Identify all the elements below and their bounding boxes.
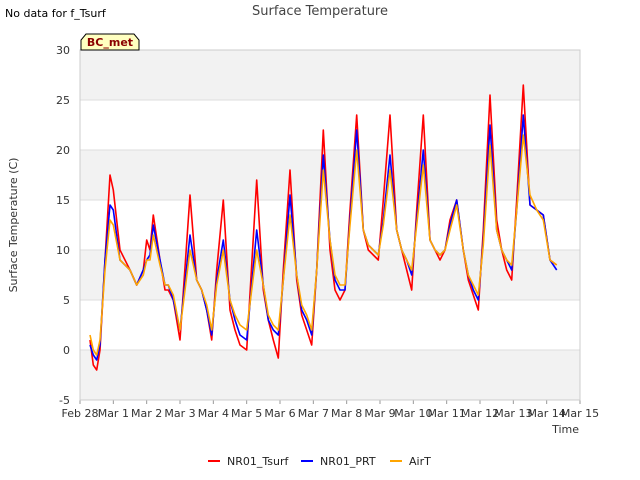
x-tick-label: Mar 12 xyxy=(461,407,499,420)
x-tick-label: Mar 3 xyxy=(164,407,195,420)
x-tick-label: Mar 2 xyxy=(131,407,162,420)
y-tick-label: 20 xyxy=(56,144,70,157)
x-tick-label: Mar 4 xyxy=(198,407,229,420)
x-tick-label: Mar 5 xyxy=(231,407,262,420)
x-tick-label: Mar 1 xyxy=(98,407,129,420)
y-tick-label: 30 xyxy=(56,44,70,57)
x-tick-label: Mar 13 xyxy=(494,407,532,420)
y-tick-label: 15 xyxy=(56,194,70,207)
band xyxy=(80,50,580,100)
band xyxy=(80,350,580,400)
x-tick-label: Mar 7 xyxy=(298,407,329,420)
plot-frame xyxy=(79,49,581,401)
series-line-nr01-tsurf xyxy=(89,84,558,371)
y-tick-labels: -5 0 5 10 15 20 25 30 xyxy=(56,44,70,407)
x-tick-label: Mar 11 xyxy=(428,407,466,420)
y-axis-label: Surface Temperature (C) xyxy=(7,158,20,293)
legend-label: AirT xyxy=(409,455,431,468)
legend-label: NR01_PRT xyxy=(320,455,376,468)
x-tick-label: Feb 28 xyxy=(62,407,99,420)
x-tick-label: Mar 10 xyxy=(394,407,432,420)
x-axis-label: Time xyxy=(551,423,579,436)
series-line-airt xyxy=(89,134,558,356)
y-tick-label: -5 xyxy=(59,394,70,407)
y-tick-label: 10 xyxy=(56,244,70,257)
band xyxy=(80,150,580,200)
y-tick-label: 5 xyxy=(63,294,70,307)
series-lines xyxy=(89,84,558,371)
badge-shape xyxy=(80,33,140,51)
y-tick-label: 0 xyxy=(63,344,70,357)
x-tick-label: Mar 14 xyxy=(528,407,566,420)
legend-label: NR01_Tsurf xyxy=(227,455,289,468)
x-tick-label: Mar 15 xyxy=(561,407,599,420)
badge: BC_met xyxy=(80,33,140,51)
y-tick-label: 25 xyxy=(56,94,70,107)
x-tick-label: Mar 6 xyxy=(264,407,295,420)
x-tick-label: Mar 8 xyxy=(331,407,362,420)
badge-label: BC_met xyxy=(87,36,133,49)
x-tick-labels: Feb 28 Mar 1 Mar 2 Mar 3 Mar 4 Mar 5 Mar 6 Mar … xyxy=(62,407,600,420)
x-tick-label: Mar 9 xyxy=(364,407,395,420)
legend: NR01_Tsurf NR01_PRT AirT xyxy=(208,455,431,468)
no-data-note: No data for f_Tsurf xyxy=(5,7,106,20)
chart-title: Surface Temperature xyxy=(252,4,388,19)
